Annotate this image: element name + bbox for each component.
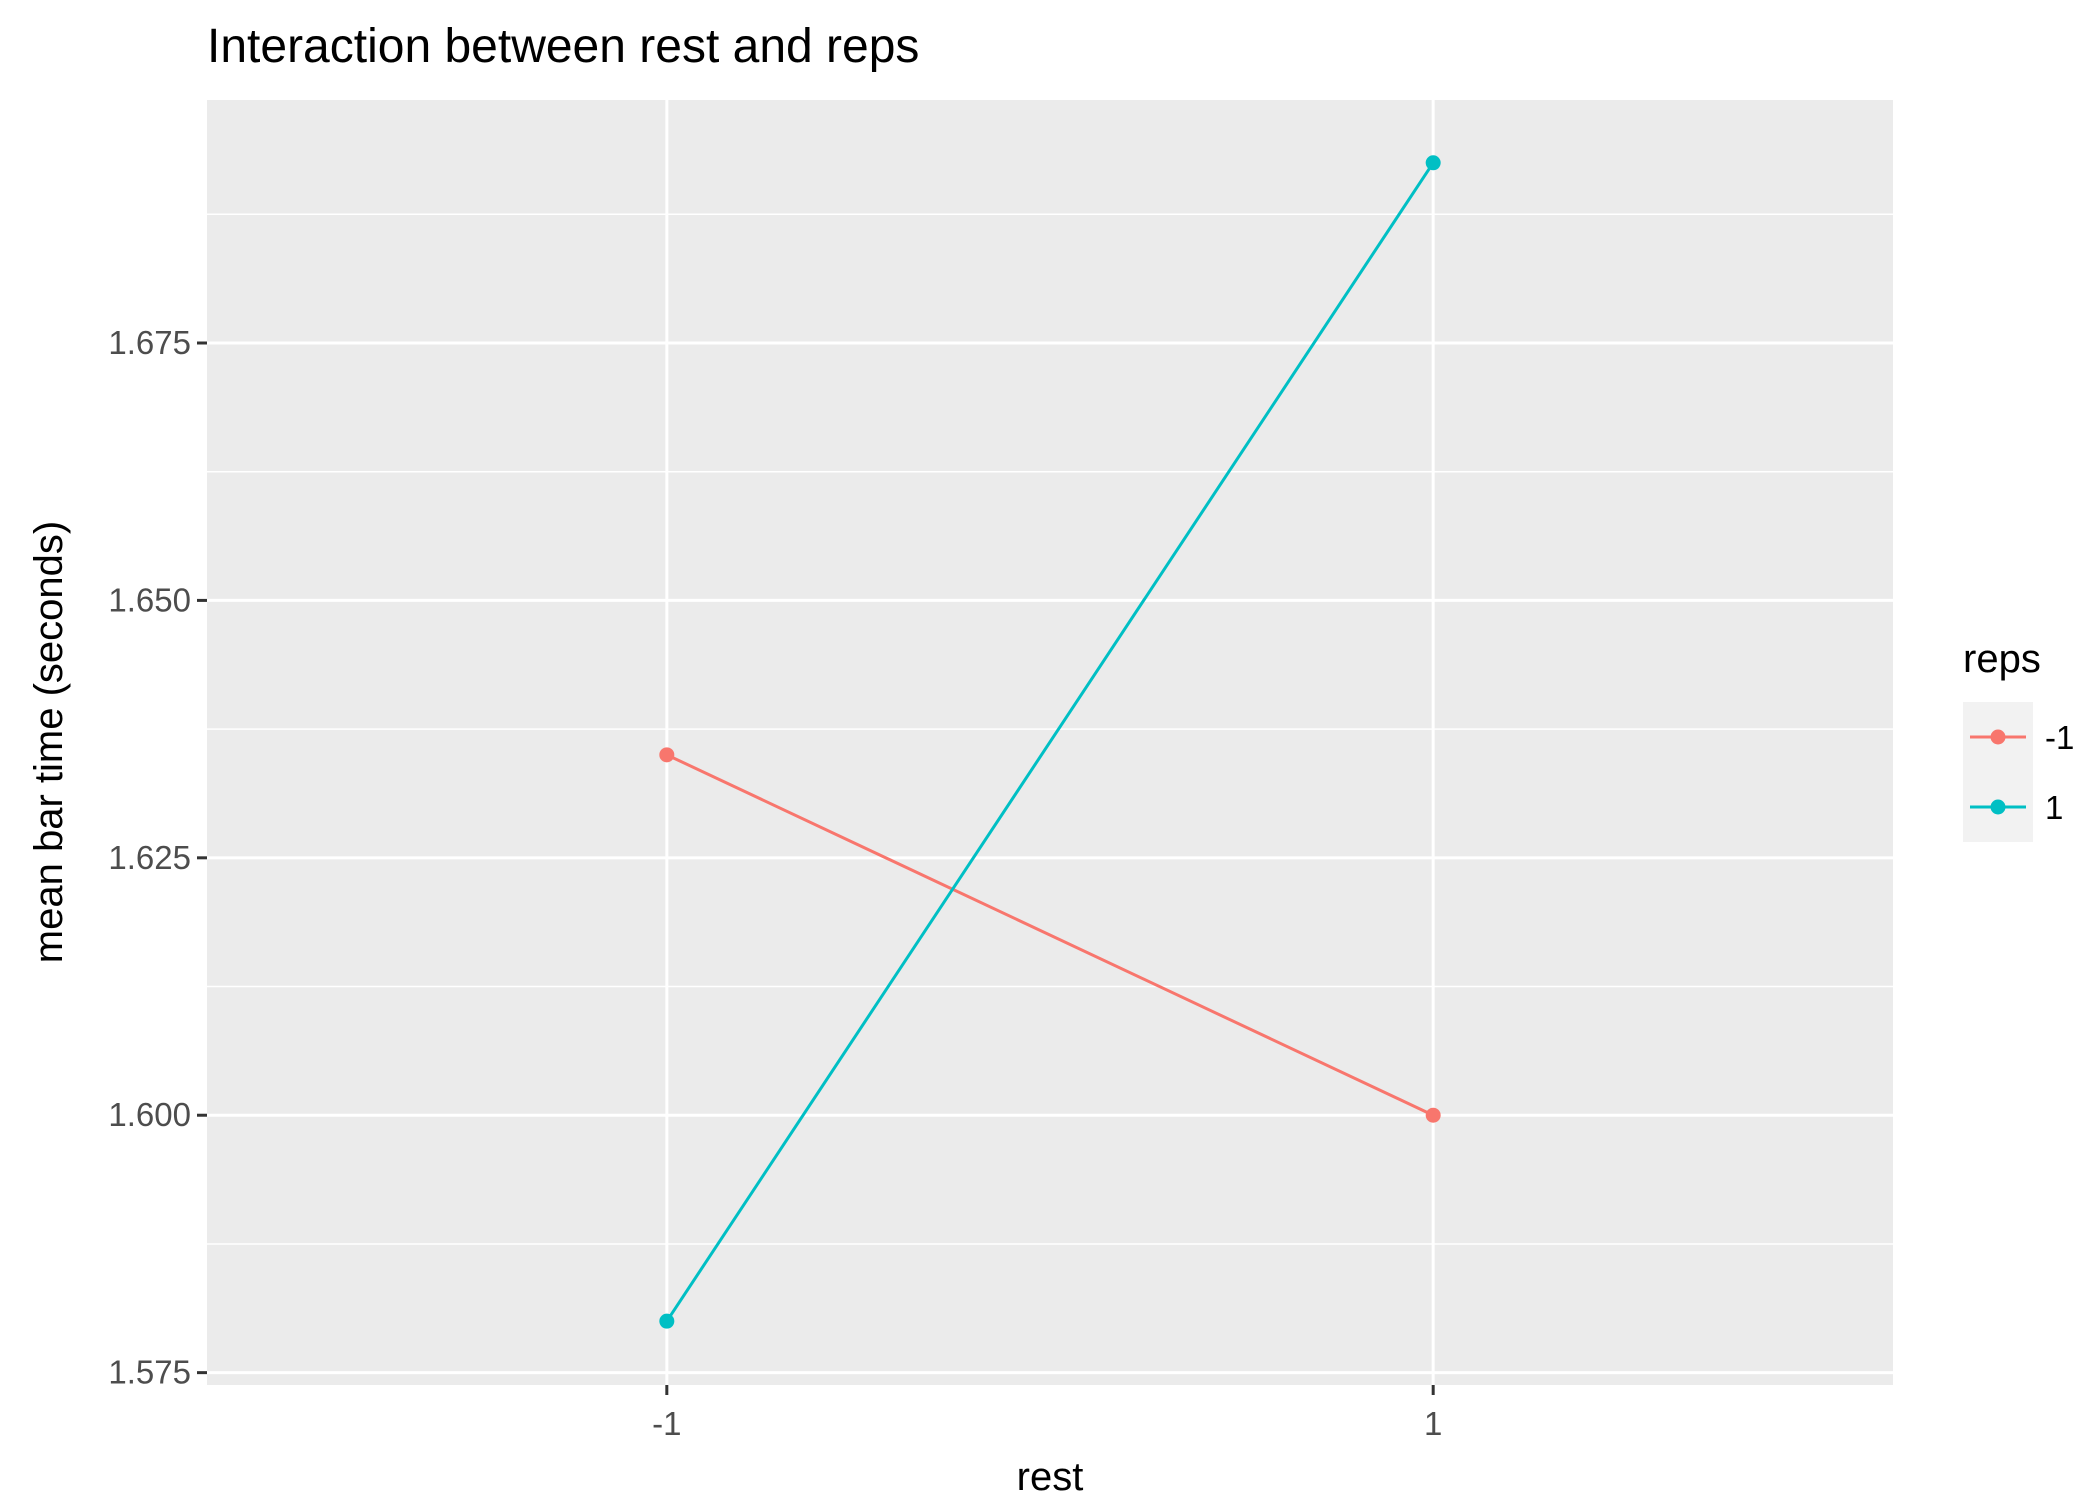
series-1-point-1 (1425, 155, 1441, 171)
minor-gridlines (207, 213, 1893, 1245)
y-tick-label: 1.600 (108, 1096, 191, 1133)
series-line-0 (666, 753, 1434, 1117)
series-0-point-1 (1425, 1107, 1441, 1123)
y-tick-label: 1.625 (108, 839, 191, 876)
chart-title: Interaction between rest and reps (207, 20, 919, 73)
legend-label: -1 (2045, 719, 2074, 756)
series-0-point-0 (659, 747, 675, 763)
major-gridlines (207, 100, 1893, 1385)
x-tick-label: 1 (1424, 1405, 1442, 1442)
legend-title: reps (1963, 637, 2041, 681)
legend-items: -1 1 (1963, 702, 2074, 842)
legend-label: 1 (2045, 789, 2063, 826)
y-tick-label: 1.675 (108, 324, 191, 361)
y-axis-title: mean bar time (seconds) (27, 521, 71, 963)
y-axis: 1.575 1.600 1.625 1.650 1.675 (108, 324, 207, 1391)
legend: reps -1 1 (1963, 637, 2074, 842)
legend-key-point (1990, 729, 2006, 745)
y-tick-label: 1.650 (108, 581, 191, 618)
x-tick-label: -1 (652, 1405, 681, 1442)
series-line-1 (665, 161, 1435, 1322)
y-tick-label: 1.575 (108, 1354, 191, 1391)
series-1-point-0 (659, 1313, 675, 1329)
legend-key-point (1990, 799, 2006, 815)
data-series (659, 155, 1441, 1329)
x-axis-title: rest (1017, 1455, 1084, 1499)
x-axis: -1 1 (652, 1385, 1442, 1442)
